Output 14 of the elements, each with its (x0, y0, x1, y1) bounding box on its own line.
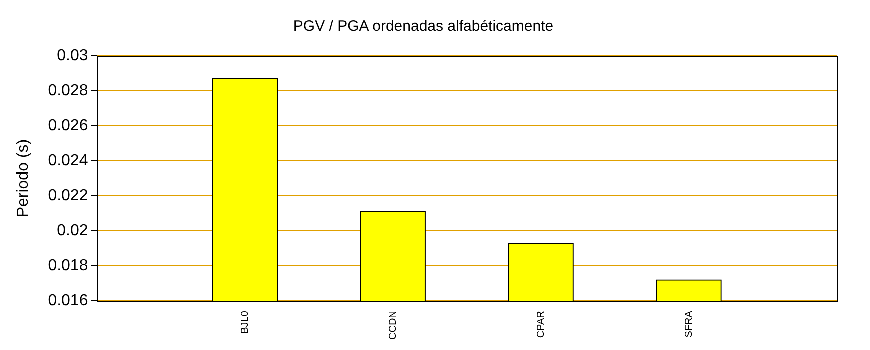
x-tick-label: SFRA (684, 310, 695, 338)
y-axis-title: Periodo (s) (15, 139, 32, 218)
y-tick-label: 0.022 (48, 187, 88, 204)
y-tick-label: 0.03 (57, 47, 88, 64)
y-tick-label: 0.02 (57, 222, 88, 240)
x-tick-label: CPAR (536, 311, 547, 338)
y-tick-label: 0.024 (48, 152, 88, 170)
x-tick-label: CCDN (388, 311, 399, 340)
y-tick-label: 0.028 (48, 82, 88, 100)
y-tick-label: 0.026 (48, 117, 88, 134)
y-tick-label: 0.018 (48, 258, 88, 275)
y-tick-label: 0.016 (48, 292, 88, 310)
x-tick-label: BJL0 (240, 310, 251, 334)
chart-title: PGV / PGA ordenadas alfabéticamente (293, 18, 554, 36)
